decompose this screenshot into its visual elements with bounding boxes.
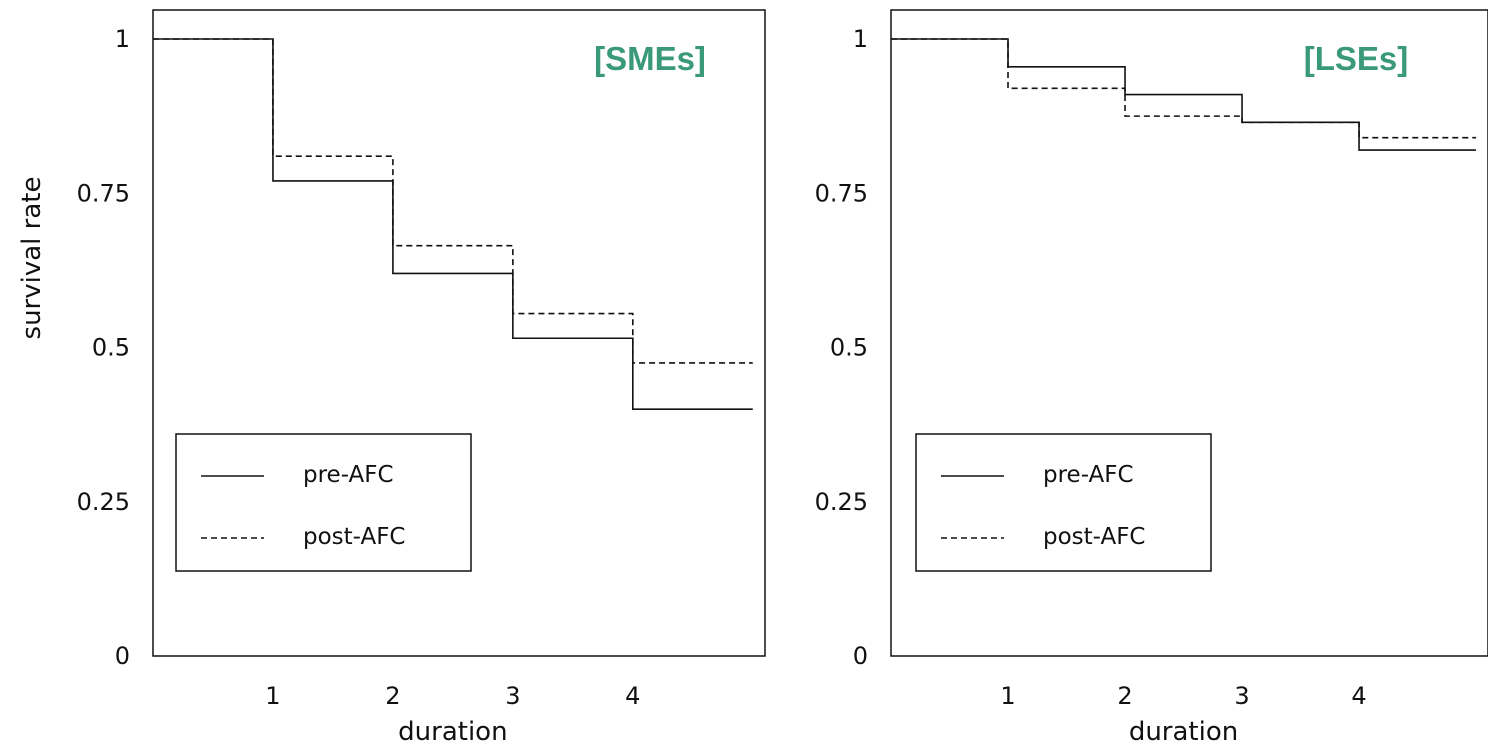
- legend-box: [915, 433, 1212, 572]
- x-tick-label: 2: [385, 682, 400, 710]
- panel-title: [LSEs]: [1304, 40, 1409, 77]
- x-tick-label: 2: [1117, 682, 1132, 710]
- series-line-post-afc: [153, 38, 753, 364]
- x-axis-label: duration: [398, 717, 507, 746]
- panel-title: [SMEs]: [594, 40, 706, 77]
- y-tick-label: 0.75: [77, 179, 130, 207]
- y-tick-label: 1: [853, 25, 868, 53]
- y-tick-label: 1: [115, 25, 130, 53]
- x-tick-label: 3: [505, 682, 520, 710]
- x-tick-label: 1: [265, 682, 280, 710]
- x-axis-label: duration: [1129, 717, 1238, 746]
- y-tick-label: 0: [853, 642, 868, 670]
- x-tick-label: 1: [1000, 682, 1015, 710]
- legend-label: post-AFC: [1043, 524, 1146, 550]
- legend-box: [175, 433, 472, 572]
- legend: pre-AFC post-AFC: [915, 433, 1212, 572]
- series-line-post-afc: [891, 38, 1477, 139]
- legend-label: post-AFC: [303, 524, 406, 550]
- legend-label: pre-AFC: [1043, 462, 1134, 488]
- x-tick-label: 3: [1234, 682, 1249, 710]
- x-tick-label: 4: [1351, 682, 1366, 710]
- y-tick-label: 0.75: [815, 179, 868, 207]
- plot-frame: [890, 9, 1488, 657]
- y-tick-label: 0: [115, 642, 130, 670]
- legend: pre-AFC post-AFC: [175, 433, 472, 572]
- legend-label: pre-AFC: [303, 462, 394, 488]
- y-tick-label: 0.25: [815, 488, 868, 516]
- y-tick-label: 0.5: [830, 334, 868, 362]
- chart-panel-0: 0 0.25 0.5 0.75 1 1 2 3 4 duration survival rate [S…: [17, 9, 766, 746]
- y-tick-label: 0.5: [92, 334, 130, 362]
- x-tick-label: 4: [625, 682, 640, 710]
- y-tick-label: 0.25: [77, 488, 130, 516]
- chart-panel-1: 0 0.25 0.5 0.75 1 1 2 3 4 duration [LSEs] pre-AFC po…: [815, 9, 1488, 746]
- y-axis-label: survival rate: [17, 177, 47, 340]
- plot-frame: [152, 9, 766, 657]
- series-line-pre-afc: [153, 38, 753, 410]
